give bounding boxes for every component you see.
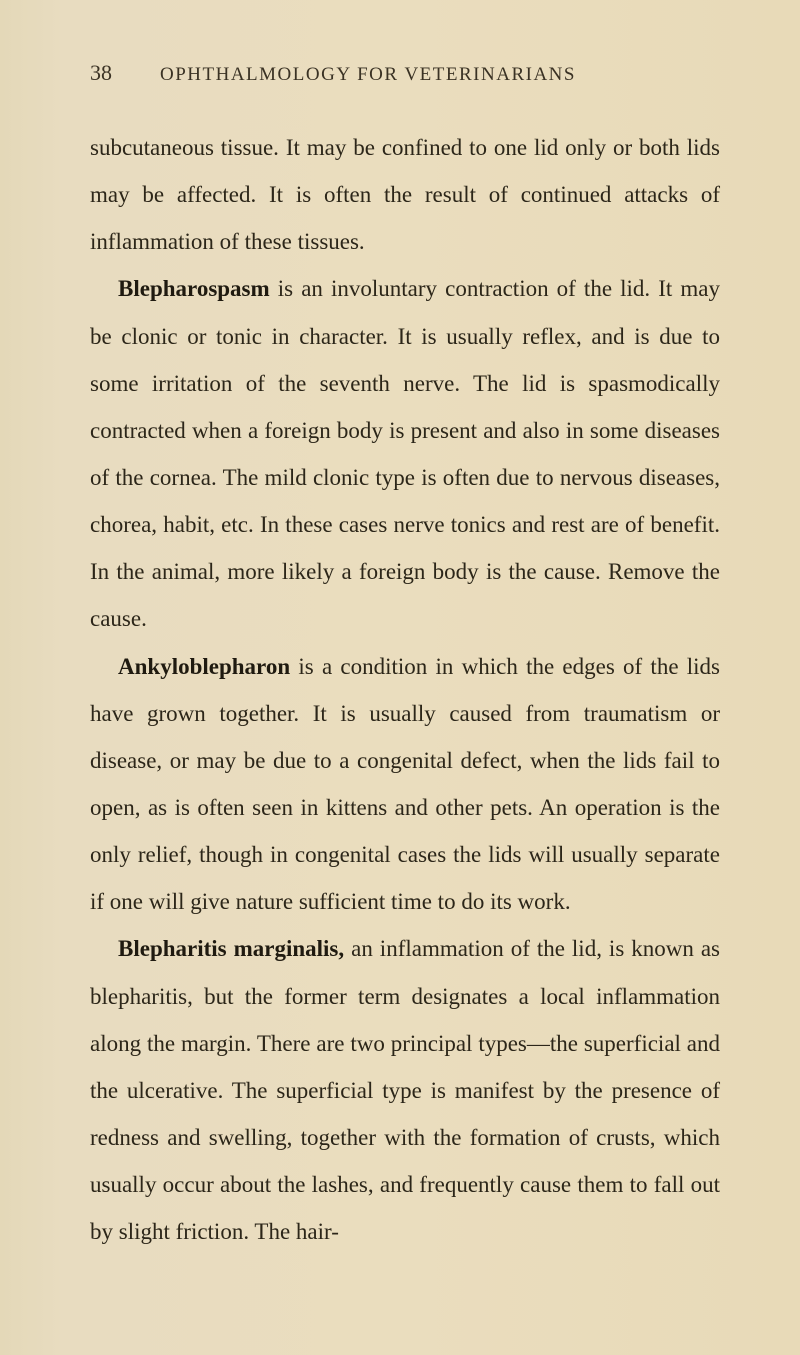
term-blepharitis-marginalis: Blepharitis marginalis, [118,936,344,961]
body-text: subcutaneous tissue. It may be confined … [90,124,720,1255]
paragraph-2-body: is an involuntary contraction of the lid… [90,276,720,631]
paragraph-4-body: an inflammation of the lid, is known as … [90,936,720,1244]
paragraph-3-body: is a condition in which the edges of the… [90,654,720,915]
paragraph-4: Blepharitis marginalis, an inflammation … [90,925,720,1255]
running-head: OPHTHALMOLOGY FOR VETERINARIANS [160,64,576,86]
paragraph-1: subcutaneous tissue. It may be confined … [90,124,720,265]
book-page: 38 OPHTHALMOLOGY FOR VETERINARIANS subcu… [0,0,800,1355]
paragraph-3: Ankyloblepharon is a condition in which … [90,643,720,926]
paragraph-2: Blepharospasm is an involuntary contract… [90,265,720,642]
term-ankyloblepharon: Ankyloblepharon [118,654,290,679]
page-header: 38 OPHTHALMOLOGY FOR VETERINARIANS [90,60,720,86]
page-number: 38 [90,60,112,86]
term-blepharospasm: Blepharospasm [118,276,270,301]
